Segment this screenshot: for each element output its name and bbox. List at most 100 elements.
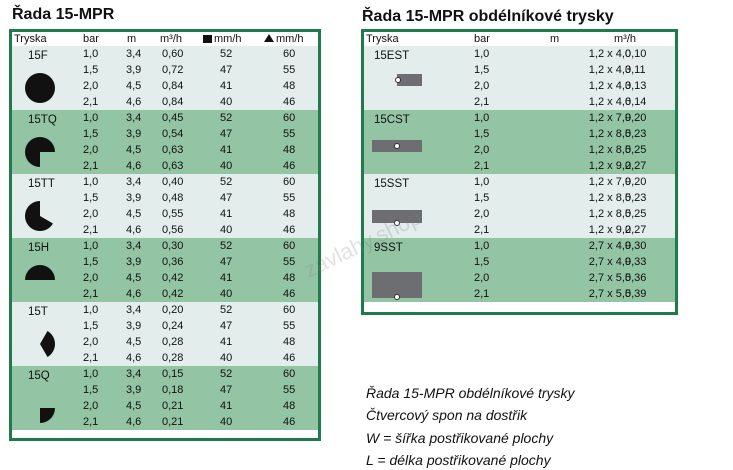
table-header: Tryska bar m m³/h xyxy=(364,32,675,46)
table-cell: 0,23 xyxy=(625,128,647,140)
table-cell: 3,4 xyxy=(126,368,142,380)
table-cell: 3,9 xyxy=(126,64,142,76)
table-cell: 41 xyxy=(220,80,233,92)
table-cell: 40 xyxy=(220,160,233,172)
table-cell: 0,33 xyxy=(625,256,647,268)
third-arc-icon xyxy=(40,331,55,357)
table-cell: 1,2 x 4,3 xyxy=(588,64,631,76)
table-cell: 46 xyxy=(283,416,296,428)
table-cell: 47 xyxy=(220,384,233,396)
table-cell: 52 xyxy=(220,368,233,380)
table-cell: 40 xyxy=(220,96,233,108)
table-cell: 2,1 xyxy=(83,96,99,108)
table-cell: 0,28 xyxy=(162,336,184,348)
table-cell: 1,0 xyxy=(474,112,490,124)
table-cell: 41 xyxy=(220,144,233,156)
table-cell: 48 xyxy=(283,144,296,156)
table-cell: 0,36 xyxy=(162,256,184,268)
header-bar: bar xyxy=(83,33,99,45)
table-cell: 0,25 xyxy=(625,144,647,156)
table-cell: 2,0 xyxy=(83,400,99,412)
table-cell: 4,6 xyxy=(126,96,142,108)
table-cell: 0,54 xyxy=(162,128,184,140)
half-arc-icon xyxy=(25,265,55,280)
table-cell: 0,72 xyxy=(162,64,184,76)
table-cell: 41 xyxy=(220,400,233,412)
header-m: m xyxy=(127,33,137,45)
table-cell: 0,21 xyxy=(162,400,184,412)
nozzle-group-15t: 15T 1,0 3,4 0,20 52 60 1,5 3,9 0,24 47 55 2,0 4,5 0,2… xyxy=(12,302,318,366)
table-cell: 1,0 xyxy=(83,176,99,188)
table-cell: 0,23 xyxy=(625,192,647,204)
right-table-title: Řada 15-MPR obdélníkové trysky xyxy=(362,8,614,25)
table-cell: 0,84 xyxy=(162,96,184,108)
table-cell: 0,21 xyxy=(162,416,184,428)
header-flow: m³/h xyxy=(160,33,182,45)
table-cell: 2,7 x 5,5 xyxy=(588,288,631,300)
table-cell: 40 xyxy=(220,416,233,428)
table-cell: 1,2 x 8,5 xyxy=(588,144,631,156)
table-cell: 1,0 xyxy=(83,112,99,124)
table-cell: 0,60 xyxy=(162,48,184,60)
table-cell: 60 xyxy=(283,368,296,380)
header-nozzle: Tryska xyxy=(366,33,399,45)
table-cell: 0,24 xyxy=(162,320,184,332)
table-cell: 0,63 xyxy=(162,160,184,172)
table-cell: 48 xyxy=(283,336,296,348)
table-cell: 0,39 xyxy=(625,288,647,300)
table-cell: 2,1 xyxy=(474,224,490,236)
table-cell: 47 xyxy=(220,192,233,204)
table-cell: 1,2 x 9,2 xyxy=(588,160,631,172)
table-cell: 0,10 xyxy=(625,48,647,60)
side-strip-pattern-icon xyxy=(372,210,422,223)
table-cell: 46 xyxy=(283,352,296,364)
table-cell: 60 xyxy=(283,48,296,60)
table-cell: 0,20 xyxy=(625,176,647,188)
table-cell: 47 xyxy=(220,64,233,76)
table-cell: 2,1 xyxy=(83,352,99,364)
table-cell: 48 xyxy=(283,208,296,220)
table-cell: 1,2 x 8,5 xyxy=(588,192,631,204)
left-table-title: Řada 15-MPR xyxy=(12,6,115,23)
table-cell: 40 xyxy=(220,288,233,300)
table-cell: 2,7 x 4,9 xyxy=(588,240,631,252)
table-cell: 1,5 xyxy=(83,256,99,268)
three-quarter-arc-icon xyxy=(25,137,55,167)
table-cell: 0,11 xyxy=(625,64,646,76)
table-cell: 2,7 x 5,5 xyxy=(588,272,631,284)
table-cell: 60 xyxy=(283,112,296,124)
table-cell: 1,5 xyxy=(83,320,99,332)
nozzle-group-15tt: 15TT 1,0 3,4 0,40 52 60 1,5 3,9 0,48 47 55 2,0 4,5 0,… xyxy=(12,174,318,238)
table-cell: 3,9 xyxy=(126,384,142,396)
nozzle-name: 15T xyxy=(28,306,48,318)
nozzle-group-15sst: 15SST 1,0 1,2 x 7,9 0,20 1,5 1,2 x 8,5 0,23 2,0… xyxy=(364,174,675,238)
table-cell: 1,5 xyxy=(83,192,99,204)
table-cell: 1,2 x 7,9 xyxy=(588,112,631,124)
nozzle-group-15q: 15Q 1,0 3,4 0,15 52 60 1,5 3,9 0,18 47 55 2,0 4,5 0,2… xyxy=(12,366,318,430)
table-cell: 3,4 xyxy=(126,176,142,188)
table-cell: 1,2 x 4,3 xyxy=(588,80,631,92)
table-cell: 4,6 xyxy=(126,416,142,428)
head-position-icon xyxy=(394,143,400,149)
table-cell: 47 xyxy=(220,320,233,332)
nozzle-table-15mpr-strip: Tryska bar m m³/h 15EST 1,0 1,2 x 4,0 0,10 1… xyxy=(361,29,678,315)
nozzle-table-15mpr: Tryska bar m m³/h mm/h mm/h 15F 1,0 3,4 0,6… xyxy=(9,29,321,441)
table-cell: 0,45 xyxy=(162,112,184,124)
table-cell: 2,0 xyxy=(83,208,99,220)
table-cell: 2,1 xyxy=(474,96,490,108)
table-cell: 2,0 xyxy=(83,336,99,348)
note-line-3: W = šířka postřikované plochy xyxy=(366,430,554,446)
table-cell: 2,1 xyxy=(83,160,99,172)
table-cell: 48 xyxy=(283,400,296,412)
table-cell: 41 xyxy=(220,208,233,220)
table-cell: 1,5 xyxy=(83,384,99,396)
table-cell: 46 xyxy=(283,224,296,236)
table-cell: 4,5 xyxy=(126,272,142,284)
table-cell: 52 xyxy=(220,304,233,316)
table-cell: 3,4 xyxy=(126,48,142,60)
nozzle-group-15f: 15F 1,0 3,4 0,60 52 60 1,5 3,9 0,72 47 55 2,0 4,5 0,8… xyxy=(12,46,318,110)
nozzle-name: 15SST xyxy=(374,178,410,190)
table-cell: 1,2 x 9,2 xyxy=(588,224,631,236)
table-cell: 52 xyxy=(220,112,233,124)
table-cell: 1,5 xyxy=(474,192,490,204)
